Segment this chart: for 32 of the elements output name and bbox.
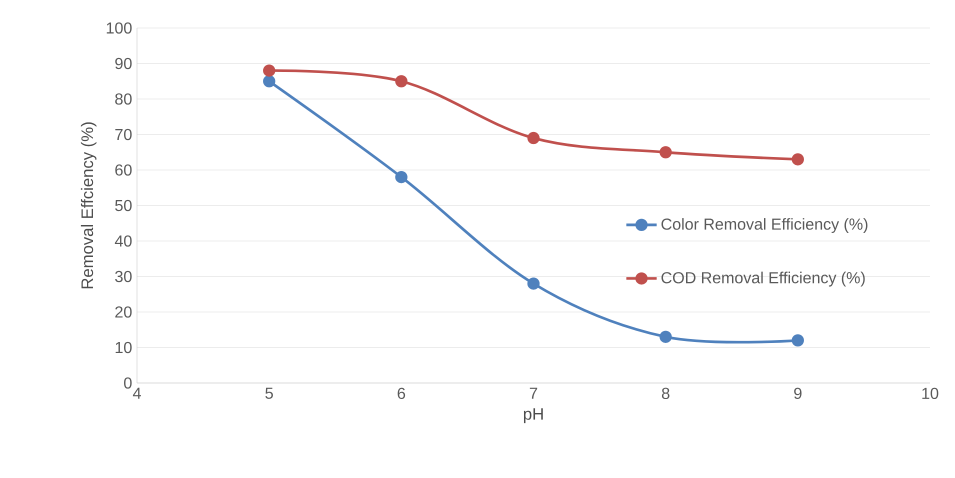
y-tick-label: 60 (115, 164, 132, 176)
x-tick-label: 7 (530, 388, 538, 399)
x-axis-title: pH (524, 408, 543, 424)
point (660, 330, 672, 343)
x-tick-label: 4 (132, 388, 141, 399)
y-tick-label: 50 (115, 200, 132, 212)
point (792, 153, 804, 166)
point (527, 277, 540, 290)
point (395, 170, 408, 184)
x-tick-label: 8 (662, 388, 670, 400)
y-axis-title: Removal Effciency (%) (80, 122, 96, 288)
y-tick-label: 100 (106, 22, 132, 34)
y-tick-label: 40 (114, 235, 132, 247)
point (660, 146, 672, 158)
point (263, 75, 276, 88)
legend-label: COD Removal Efficiency (%) (662, 272, 865, 287)
x-tick-label: 6 (398, 388, 406, 400)
point (792, 334, 804, 347)
legend-label: Color Removal Efficiency (%) (662, 218, 868, 233)
y-tick-label: 30 (115, 270, 132, 282)
y-tick-label: 90 (115, 58, 132, 70)
point (395, 75, 408, 88)
y-tick-label: 20 (115, 306, 132, 318)
point (263, 64, 276, 77)
point (527, 132, 540, 144)
y-tick-label: 70 (115, 128, 132, 140)
y-tick-label: 0 (124, 377, 132, 389)
x-tick-label: 10 (922, 388, 938, 400)
y-tick-label: 10 (116, 342, 132, 354)
x-tick-label: 5 (265, 388, 273, 399)
y-tick-label: 80 (115, 93, 132, 105)
x-tick-label: 9 (794, 388, 802, 400)
